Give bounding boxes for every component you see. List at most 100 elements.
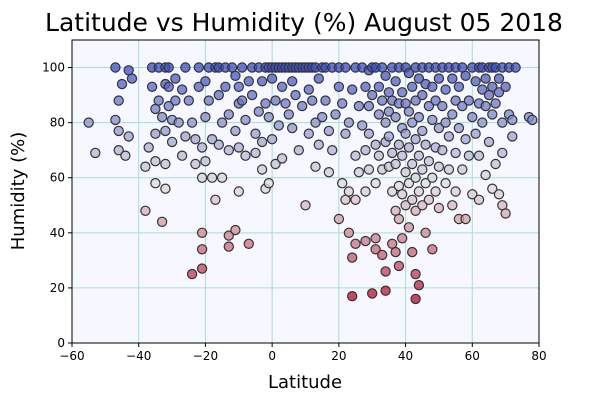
data-point xyxy=(190,158,201,170)
data-point xyxy=(410,172,421,183)
x-tick-label: −40 xyxy=(126,349,151,363)
data-point xyxy=(250,128,261,139)
data-point xyxy=(220,81,231,93)
data-point xyxy=(303,128,314,139)
data-point xyxy=(433,122,445,134)
data-point xyxy=(213,89,224,101)
data-point xyxy=(160,183,171,194)
data-point xyxy=(173,117,184,128)
data-point xyxy=(380,266,391,277)
data-point xyxy=(323,125,335,137)
data-point xyxy=(393,139,405,150)
data-point xyxy=(116,78,128,90)
x-tick-label: 0 xyxy=(268,349,276,363)
data-point xyxy=(407,117,418,128)
data-point xyxy=(327,144,338,156)
data-point xyxy=(196,142,208,153)
data-point xyxy=(423,194,435,205)
data-point xyxy=(453,81,465,93)
data-point xyxy=(423,100,435,112)
data-point xyxy=(270,158,281,170)
data-point xyxy=(150,177,161,189)
data-point xyxy=(360,144,371,156)
data-point xyxy=(400,200,411,211)
data-point xyxy=(223,144,234,156)
data-point xyxy=(320,95,331,106)
data-point xyxy=(206,172,218,183)
data-point xyxy=(140,161,151,172)
data-point xyxy=(186,268,198,280)
data-point xyxy=(363,128,375,139)
data-point xyxy=(200,111,211,123)
data-point xyxy=(457,164,468,175)
x-tick-label: 60 xyxy=(465,349,480,363)
data-point xyxy=(350,194,361,205)
data-point xyxy=(120,150,131,161)
data-point xyxy=(470,128,481,139)
data-point xyxy=(223,230,234,241)
data-point xyxy=(317,111,328,123)
y-tick-label: 60 xyxy=(50,171,65,185)
data-point xyxy=(337,98,348,109)
data-point xyxy=(373,81,385,93)
data-point xyxy=(397,87,408,98)
data-point xyxy=(410,268,421,280)
data-point xyxy=(180,131,191,142)
data-point xyxy=(160,158,171,170)
data-point xyxy=(370,233,381,244)
data-point xyxy=(373,109,385,120)
data-point xyxy=(276,81,288,93)
data-point xyxy=(397,189,408,200)
data-point xyxy=(176,150,188,161)
data-point xyxy=(83,117,94,128)
data-point xyxy=(256,76,268,87)
data-point xyxy=(153,95,164,106)
data-point xyxy=(256,164,268,175)
data-point xyxy=(193,81,204,93)
data-point xyxy=(460,213,471,225)
data-point xyxy=(170,95,181,106)
data-point xyxy=(350,238,361,249)
data-point xyxy=(387,147,398,159)
data-point xyxy=(493,189,505,200)
data-point xyxy=(333,81,345,93)
data-point xyxy=(410,133,421,145)
data-point xyxy=(216,172,228,183)
data-point xyxy=(240,114,251,126)
data-point xyxy=(447,73,458,84)
data-point xyxy=(276,153,288,164)
data-point xyxy=(500,81,511,93)
data-point xyxy=(203,95,214,106)
data-point xyxy=(243,76,254,87)
data-point xyxy=(360,81,371,93)
data-point xyxy=(493,73,505,84)
data-point xyxy=(236,95,248,106)
data-point xyxy=(450,95,461,106)
data-point xyxy=(470,76,481,87)
data-point xyxy=(407,81,418,93)
data-point xyxy=(363,100,375,112)
data-point xyxy=(123,131,134,142)
data-point xyxy=(390,111,401,123)
data-point xyxy=(313,139,324,150)
data-point xyxy=(193,62,204,73)
data-point xyxy=(380,70,391,82)
data-point xyxy=(390,246,401,258)
data-point xyxy=(433,73,445,84)
data-point xyxy=(357,120,368,131)
data-point xyxy=(170,73,181,84)
data-point xyxy=(403,67,415,79)
x-tick-label: 40 xyxy=(398,349,413,363)
data-point xyxy=(337,177,348,189)
data-point xyxy=(377,95,388,106)
data-point xyxy=(287,76,298,87)
data-point xyxy=(253,106,264,117)
data-point xyxy=(280,98,291,109)
data-point xyxy=(437,100,448,112)
data-point xyxy=(163,100,174,112)
data-point xyxy=(393,260,405,272)
data-point xyxy=(367,89,378,101)
data-point xyxy=(360,235,371,247)
x-tick-label: −20 xyxy=(193,349,218,363)
data-point xyxy=(270,95,281,106)
